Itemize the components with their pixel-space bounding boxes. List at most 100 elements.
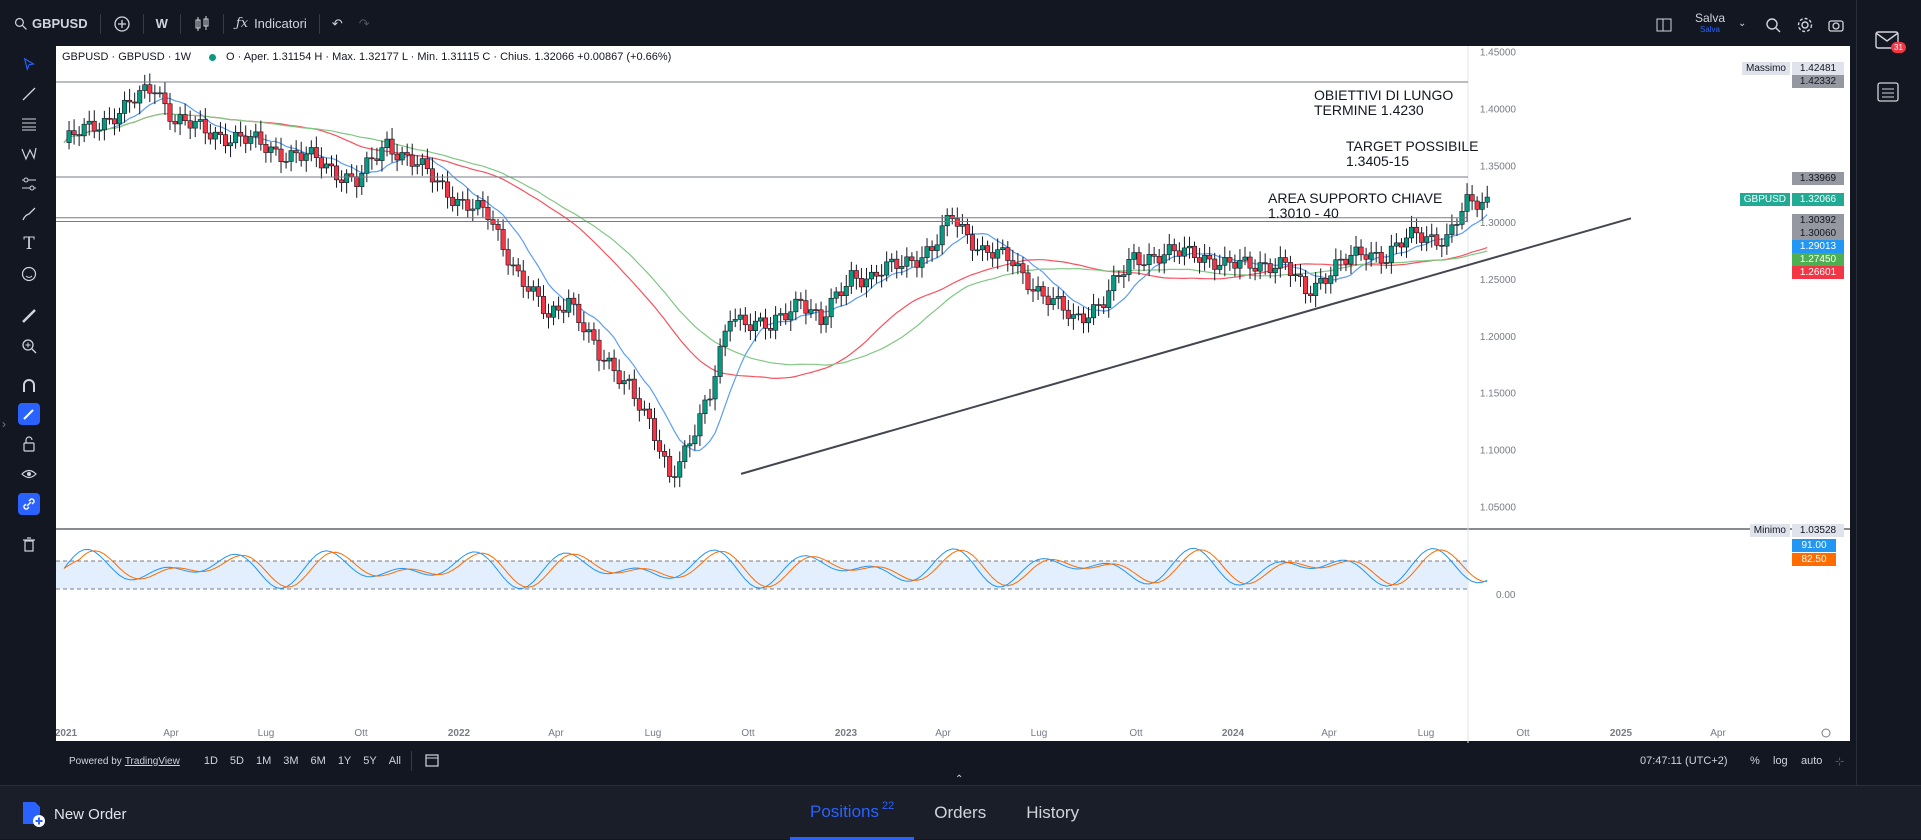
candle-body [566,297,572,313]
annotation-line: 1.3010 - 40 [1268,205,1339,221]
text-tool[interactable]: T [18,233,40,255]
candle-body [1393,242,1399,247]
zoom-tool[interactable] [18,335,40,357]
legend-title: GBPUSD · GBPUSD · 1W [62,51,191,63]
tab-orders[interactable]: Orders [914,786,1006,840]
expand-icon[interactable]: ⊹ [1835,755,1845,768]
magnet-tool[interactable] [18,375,40,397]
stay-drawing-tool[interactable] [18,403,40,425]
timeframe-button[interactable]: 1M [255,755,272,767]
snapshot-button[interactable] [1827,16,1845,39]
candle-body [187,120,193,129]
timeframe-button[interactable]: 1D [203,755,218,767]
toolbar-collapse[interactable]: › [2,417,6,431]
candle-body [328,163,334,167]
auto-scale-toggle[interactable]: auto [1801,755,1823,767]
candle-body [889,258,895,263]
candle-body [1055,296,1061,299]
compare-button[interactable] [105,9,139,39]
cursor-tool[interactable] [18,53,40,75]
candle-body [1141,264,1147,267]
panel-toggle[interactable]: ⌃ [955,774,964,785]
alert-icon [1766,18,1781,33]
timeframe-button[interactable]: 5D [229,755,244,767]
candle-body [1424,236,1430,243]
divider [410,751,412,771]
chart-area[interactable]: 1.45000 1.40000 1.35000 1.30000 1.25000 1.200… [55,45,1852,743]
pattern-tool[interactable] [18,143,40,165]
candle-body [1287,262,1293,276]
ruler-tool[interactable] [18,305,40,327]
symbol-label: GBPUSD [32,16,88,31]
new-document-icon [23,802,45,827]
save-button[interactable]: Salva Salva [1690,12,1730,36]
delete-tool[interactable] [18,533,40,555]
function-icon: ƒx [235,16,249,31]
trendline-tool[interactable] [18,83,40,105]
forecast-tool[interactable] [18,173,40,195]
date-range-button[interactable] [424,752,440,771]
divider [222,13,224,34]
lock-tool[interactable] [18,433,40,455]
redo-button[interactable]: ↷ [351,9,378,39]
chart-annotation[interactable]: TARGET POSSIBILE 1.3405-15 [1346,139,1479,169]
candle-body [480,200,486,208]
candle-body [434,180,440,183]
candle-body [515,264,521,272]
chart-type-button[interactable] [185,9,219,39]
clock[interactable]: 07:47:11 (UTC+2) [1640,755,1728,767]
layout-button[interactable] [1655,16,1673,39]
candle-body [722,330,728,347]
candle-body [606,357,612,362]
tab-positions[interactable]: Positions 22 [790,786,915,840]
candle-body [874,271,880,277]
price-chart[interactable]: 1.45000 1.40000 1.35000 1.30000 1.25000 1.200… [56,46,1852,743]
timeframe-button[interactable]: 3M [283,755,299,767]
timeframe-button[interactable]: 6M [310,755,326,767]
candle-body [455,198,461,206]
candle-body [202,119,208,134]
y-tick-label: 1.10000 [1480,445,1517,456]
messages-button[interactable]: 31 [1875,30,1906,55]
price-level-value: 1.29013 [1792,240,1844,253]
chart-annotation[interactable]: AREA SUPPORTO CHIAVE 1.3010 - 40 [1268,191,1442,221]
stochastic-d-line [63,549,1488,588]
candle-body [1368,252,1374,260]
undo-button[interactable]: ↶ [324,9,351,39]
settings-button[interactable] [1796,16,1814,39]
symbol-search[interactable]: GBPUSD [0,9,96,39]
new-order-button[interactable]: New Order [20,800,127,828]
candle-body [505,249,511,266]
candle-body [768,328,774,331]
candle-body [1267,263,1273,274]
brush-tool[interactable] [18,203,40,225]
tab-history[interactable]: History [1006,786,1099,840]
candle-body [445,181,451,198]
watchlist-button[interactable] [1877,82,1899,107]
candle-body [510,264,516,267]
save-dropdown[interactable]: ⌄ [1738,18,1746,29]
sync-tool[interactable] [18,493,40,515]
emoji-tool[interactable] [18,263,40,285]
percent-scale-toggle[interactable]: % [1750,755,1760,767]
candle-body [162,92,168,105]
log-scale-toggle[interactable]: log [1773,755,1788,767]
tradingview-link[interactable]: TradingView [124,755,180,767]
timeframe-button[interactable]: 5Y [363,755,377,767]
undo-icon: ↶ [331,15,343,31]
candle-body [81,123,87,137]
candle-body [581,322,587,333]
alert-button[interactable] [1764,16,1782,39]
timeframe-button[interactable]: All [388,755,401,767]
chart-annotation[interactable]: OBIETTIVI DI LUNGO TERMINE 1.4230 [1314,88,1453,118]
hide-tool[interactable] [18,463,40,485]
fib-tool[interactable] [18,113,40,135]
timeframe-button[interactable]: 1Y [337,755,352,767]
candle-body [1464,194,1470,212]
candle-body [1181,247,1187,257]
indicators-button[interactable]: ƒx Indicatori [228,9,315,39]
candle-body [364,157,370,174]
candle-body [1035,286,1041,292]
candle-body [828,297,834,318]
interval-button[interactable]: W [148,9,176,39]
